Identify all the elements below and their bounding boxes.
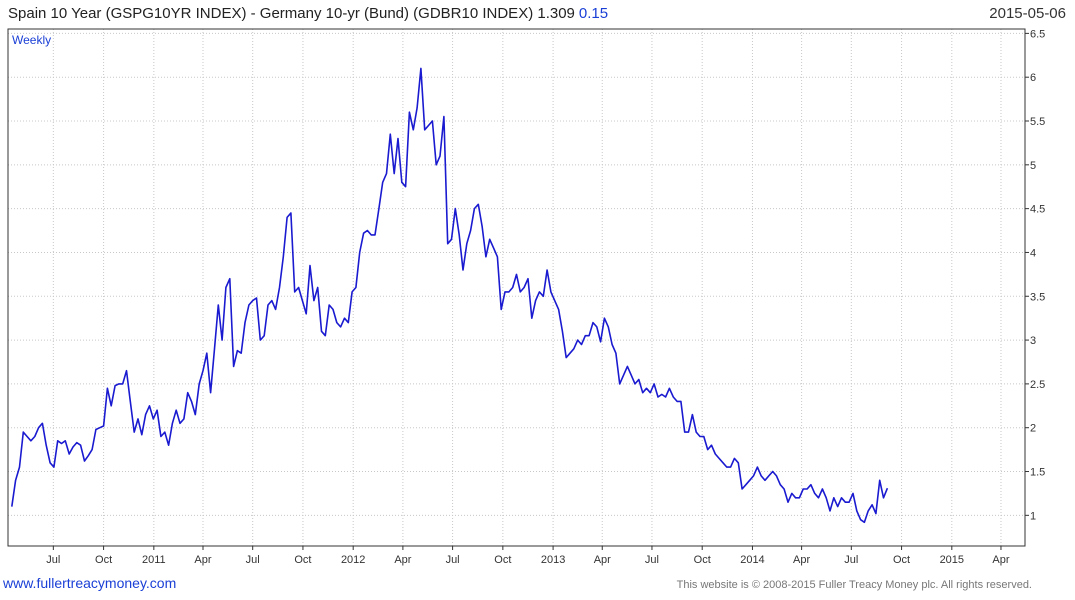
x-tick-label: Oct [294, 554, 311, 566]
y-tick-label: 2.5 [1030, 379, 1045, 391]
y-tick-label: 5.5 [1030, 116, 1045, 128]
x-tick-label: Apr [194, 554, 211, 566]
x-tick-label: Apr [992, 554, 1009, 566]
y-tick-label: 4 [1030, 247, 1036, 259]
x-tick-label: Oct [95, 554, 112, 566]
y-tick-label: 3.5 [1030, 291, 1045, 303]
plot-frame [7, 28, 1026, 547]
x-tick-label: Oct [694, 554, 711, 566]
period-label: Weekly [12, 33, 51, 47]
site-link[interactable]: www.fullertreacymoney.com [3, 575, 177, 591]
y-tick-label: 6 [1030, 72, 1036, 84]
x-tick-label: Jul [844, 554, 858, 566]
x-tick-label: 2015 [940, 554, 964, 566]
x-axis: Jul Oct 2011 Apr Jul Oct 2012 Apr Jul Oct 2013 Apr J… [46, 546, 1010, 566]
x-tick-label: Apr [793, 554, 810, 566]
x-tick-label: Jul [246, 554, 260, 566]
y-tick-label: 4.5 [1030, 204, 1045, 216]
chart-date: 2015-05-06 [989, 5, 1066, 22]
chart-title: Spain 10 Year (GSPG10YR INDEX) - Germany… [8, 5, 608, 22]
x-tick-label: Apr [594, 554, 611, 566]
x-tick-label: Jul [46, 554, 60, 566]
y-tick-label: 3 [1030, 335, 1036, 347]
y-axis: 1 1.5 2 2.5 3 3.5 4 4.5 5 5.5 6 6.5 [1025, 28, 1045, 522]
change-value: 0.15 [578, 5, 609, 22]
x-tick-label: 2014 [740, 554, 764, 566]
copyright-text: This website is © 2008-2015 Fuller Treac… [676, 579, 1032, 591]
x-tick-label: 2013 [541, 554, 565, 566]
y-tick-label: 1 [1030, 510, 1036, 522]
x-tick-label: Oct [494, 554, 511, 566]
x-tick-label: Oct [893, 554, 910, 566]
x-tick-label: Jul [645, 554, 659, 566]
y-tick-label: 1.5 [1030, 467, 1045, 479]
y-tick-label: 2 [1030, 423, 1036, 435]
x-tick-label: 2011 [142, 554, 166, 566]
x-tick-label: Jul [446, 554, 460, 566]
y-tick-label: 5 [1030, 160, 1036, 172]
chart-title-text: Spain 10 Year (GSPG10YR INDEX) - Germany… [8, 5, 575, 22]
x-tick-label: 2012 [341, 554, 365, 566]
chart-grid [8, 29, 1025, 546]
series-line [11, 67, 889, 524]
y-tick-label: 6.5 [1030, 28, 1045, 40]
x-tick-label: Apr [394, 554, 411, 566]
